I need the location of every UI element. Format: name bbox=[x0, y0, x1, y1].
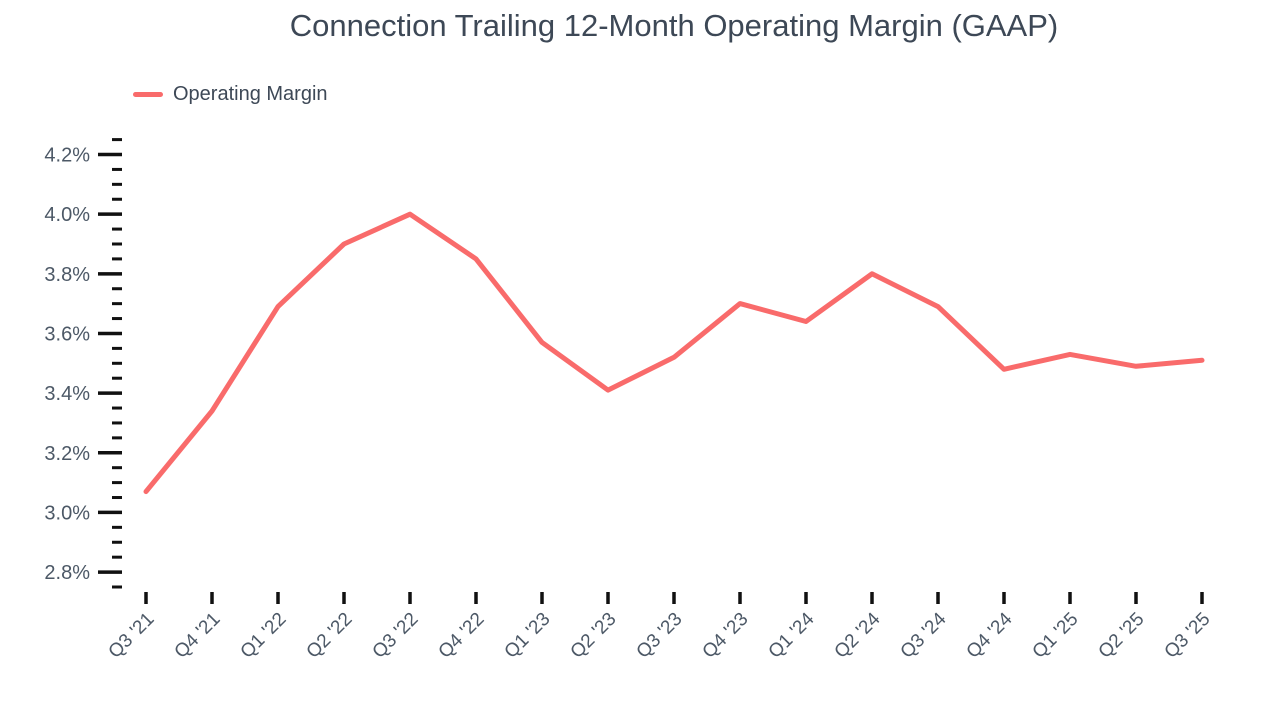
x-axis-tick-label: Q1 '23 bbox=[501, 609, 555, 663]
x-axis-tick-label: Q3 '23 bbox=[633, 609, 687, 663]
x-axis-tick-label: Q4 '22 bbox=[435, 609, 489, 663]
y-axis-tick-label: 4.0% bbox=[44, 204, 90, 226]
y-axis-tick-label: 3.0% bbox=[44, 502, 90, 524]
y-axis-tick-label: 2.8% bbox=[44, 562, 90, 584]
y-axis-tick-label: 3.4% bbox=[44, 383, 90, 405]
x-axis-tick-label: Q4 '21 bbox=[171, 609, 225, 663]
legend: Operating Margin bbox=[133, 82, 328, 106]
chart-title: Connection Trailing 12-Month Operating M… bbox=[289, 8, 1059, 43]
legend-line-swatch bbox=[133, 91, 163, 97]
series-line-operating-margin bbox=[143, 211, 1205, 495]
x-axis-tick-label: Q3 '25 bbox=[1161, 609, 1215, 663]
y-axis-tick-label: 3.2% bbox=[44, 443, 90, 465]
x-axis-tick-label: Q2 '23 bbox=[567, 609, 621, 663]
x-axis-tick-label: Q2 '25 bbox=[1095, 609, 1149, 663]
x-axis-tick-label: Q2 '24 bbox=[831, 608, 885, 662]
legend-label: Operating Margin bbox=[173, 82, 328, 105]
y-axis-tick-label: 4.2% bbox=[44, 145, 90, 167]
y-axis-tick-label: 3.6% bbox=[44, 323, 90, 345]
x-axis-tick-label: Q4 '23 bbox=[699, 609, 753, 663]
x-axis-tick-label: Q3 '24 bbox=[897, 608, 951, 662]
x-axis-tick-label: Q4 '24 bbox=[963, 608, 1017, 662]
x-axis-tick-label: Q1 '22 bbox=[237, 609, 291, 663]
x-axis-tick-label: Q1 '25 bbox=[1029, 609, 1083, 663]
x-axis-tick-label: Q3 '22 bbox=[369, 609, 423, 663]
x-axis-tick-label: Q2 '22 bbox=[303, 609, 357, 663]
x-axis-tick-label: Q3 '21 bbox=[105, 609, 159, 663]
x-axis-tick-label: Q1 '24 bbox=[765, 608, 819, 662]
y-axis-tick-label: 3.8% bbox=[44, 264, 90, 286]
